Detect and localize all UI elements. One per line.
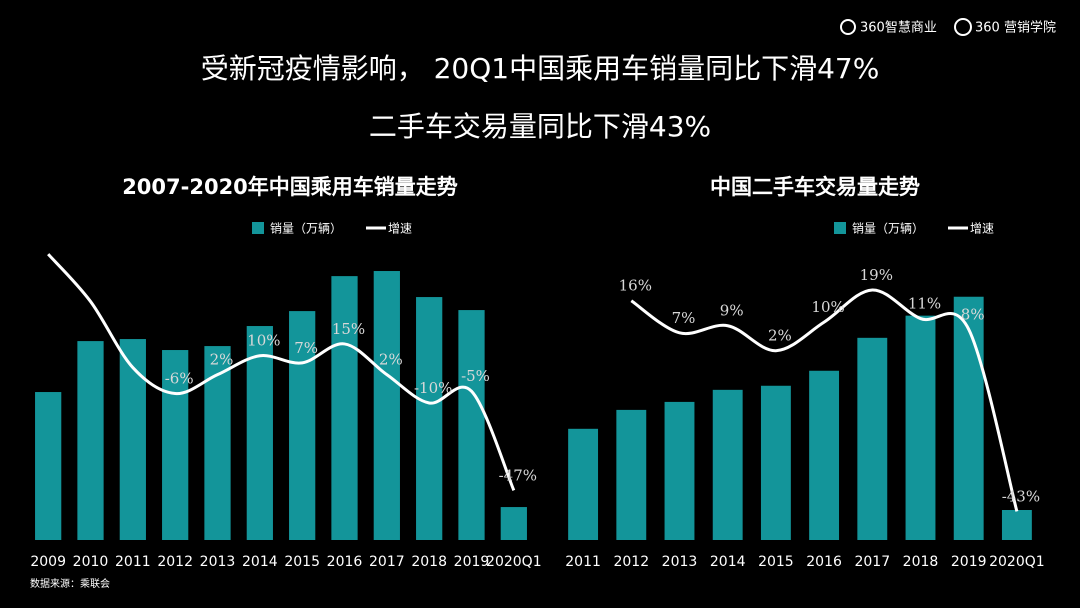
x-tick-label: 2016 [327,554,363,570]
bar [162,350,189,540]
data-label: 11% [908,295,941,313]
bar [416,297,443,540]
bar [905,315,936,540]
bar [857,337,888,540]
x-tick-label: 2011 [565,554,601,570]
data-label: -6% [165,370,194,388]
x-tick-label: 2011 [115,554,151,570]
data-label: 16% [619,277,652,295]
line [47,253,516,491]
bar [77,341,104,540]
bar [712,389,743,540]
data-label: 2% [768,327,792,345]
x-tick-label: 2017 [854,554,890,570]
logo: 360 营销学院 [975,20,1056,36]
x-tick-label: 2017 [369,554,405,570]
x-tick-label: 2014 [710,554,746,570]
x-tick-label: 2015 [758,554,794,570]
bar [664,401,695,540]
data-label: 2% [379,351,403,369]
data-label: 19% [860,266,893,284]
x-tick-label: 2015 [284,554,320,570]
x-tick-label: 2019 [951,554,987,570]
x-tick-label: 2018 [411,554,447,570]
legend-label: 销量（万辆） [270,222,342,236]
data-label: 8% [961,305,985,323]
data-label: -47% [499,466,537,484]
bar [500,507,527,540]
x-tick-label: 2020Q1 [989,554,1045,570]
source: 数据来源：乘联会 [30,577,110,590]
data-label: 2% [210,351,234,369]
data-label: -10% [414,379,452,397]
data-label: 10% [247,332,280,350]
x-tick-label: 2019 [454,554,490,570]
x-tick-label: 2016 [806,554,842,570]
x-tick-label: 2014 [242,554,278,570]
bar [289,311,316,540]
x-tick-label: 2018 [903,554,939,570]
legend-label: 销量（万辆） [852,222,924,236]
logo: 360智慧商业 [860,20,937,36]
chart-title: 中国二手车交易量走势 [710,175,920,199]
bar [568,428,599,540]
data-label: 15% [332,320,365,338]
x-tick-label: 2013 [200,554,236,570]
line [630,288,1019,512]
data-label: 7% [294,339,318,357]
logo-icon [954,18,972,36]
data-label: 7% [672,309,696,327]
legend-label: 增速 [970,222,994,236]
x-tick-label: 2010 [73,554,109,570]
bar [809,370,840,540]
bar [1001,510,1032,540]
legend-swatch [252,222,264,234]
legend-swatch [834,222,846,234]
chart-title: 2007-2020年中国乘用车销量走势 [122,175,458,199]
data-label: -43% [1002,487,1040,505]
bar [760,385,791,540]
bar [953,296,984,540]
data-label: 10% [811,298,844,316]
x-tick-label: 2009 [30,554,66,570]
title: 二手车交易量同比下滑43% [369,110,711,143]
bar [246,326,273,540]
x-tick-label: 2013 [662,554,698,570]
x-tick-label: 2020Q1 [486,554,542,570]
bar [458,310,485,540]
bar [373,271,400,540]
logo-icon [840,19,856,35]
legend-label: 增速 [388,222,412,236]
bar [119,339,146,540]
title: 受新冠疫情影响， 20Q1中国乘用车销量同比下滑47% [201,52,880,85]
data-label: -5% [461,367,490,385]
bar [616,409,647,540]
x-tick-label: 2012 [613,554,649,570]
data-label: 9% [720,302,744,320]
x-tick-label: 2012 [157,554,193,570]
bar [35,392,62,540]
bar [331,276,358,540]
